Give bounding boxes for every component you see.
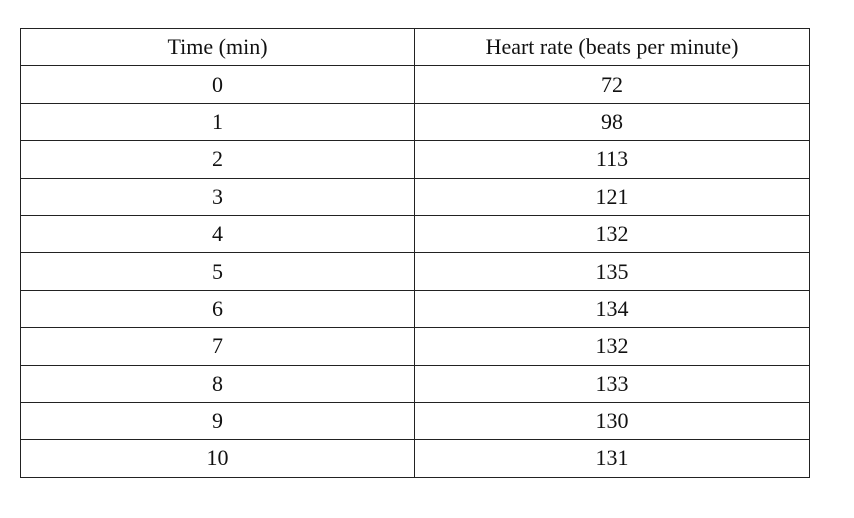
time-cell: 9 xyxy=(20,401,415,441)
table-row: 6 134 xyxy=(20,289,810,329)
table-row: 10 131 xyxy=(20,439,810,478)
time-cell: 7 xyxy=(20,327,415,366)
heart-rate-cell: 135 xyxy=(414,252,810,291)
heart-rate-cell: 134 xyxy=(414,289,810,329)
table-row: 0 72 xyxy=(20,65,810,104)
time-cell: 1 xyxy=(20,102,415,142)
table-row: 2 113 xyxy=(20,140,810,179)
time-cell: 8 xyxy=(20,364,415,403)
time-cell: 5 xyxy=(20,252,415,291)
time-cell: 6 xyxy=(20,289,415,329)
time-cell: 3 xyxy=(20,177,415,216)
table-row: 3 121 xyxy=(20,177,810,216)
heart-rate-cell: 130 xyxy=(414,401,810,441)
heart-rate-cell: 113 xyxy=(414,140,810,179)
heart-rate-table: Time (min) Heart rate (beats per minute)… xyxy=(20,27,810,478)
time-cell: 4 xyxy=(20,214,415,254)
table-row: 4 132 xyxy=(20,214,810,254)
time-cell: 2 xyxy=(20,140,415,179)
header-heart-rate: Heart rate (beats per minute) xyxy=(414,27,810,67)
table-row: 9 130 xyxy=(20,401,810,441)
heart-rate-cell: 131 xyxy=(414,439,810,478)
table-row: 1 98 xyxy=(20,102,810,142)
heart-rate-cell: 132 xyxy=(414,327,810,366)
heart-rate-cell: 98 xyxy=(414,102,810,142)
time-cell: 10 xyxy=(20,439,415,478)
table-row: 7 132 xyxy=(20,327,810,366)
time-cell: 0 xyxy=(20,65,415,104)
heart-rate-cell: 132 xyxy=(414,214,810,254)
table-row: 5 135 xyxy=(20,252,810,291)
header-time: Time (min) xyxy=(20,27,415,67)
heart-rate-cell: 121 xyxy=(414,177,810,216)
heart-rate-cell: 133 xyxy=(414,364,810,403)
table-header-row: Time (min) Heart rate (beats per minute) xyxy=(20,27,810,67)
table-row: 8 133 xyxy=(20,364,810,403)
heart-rate-cell: 72 xyxy=(414,65,810,104)
